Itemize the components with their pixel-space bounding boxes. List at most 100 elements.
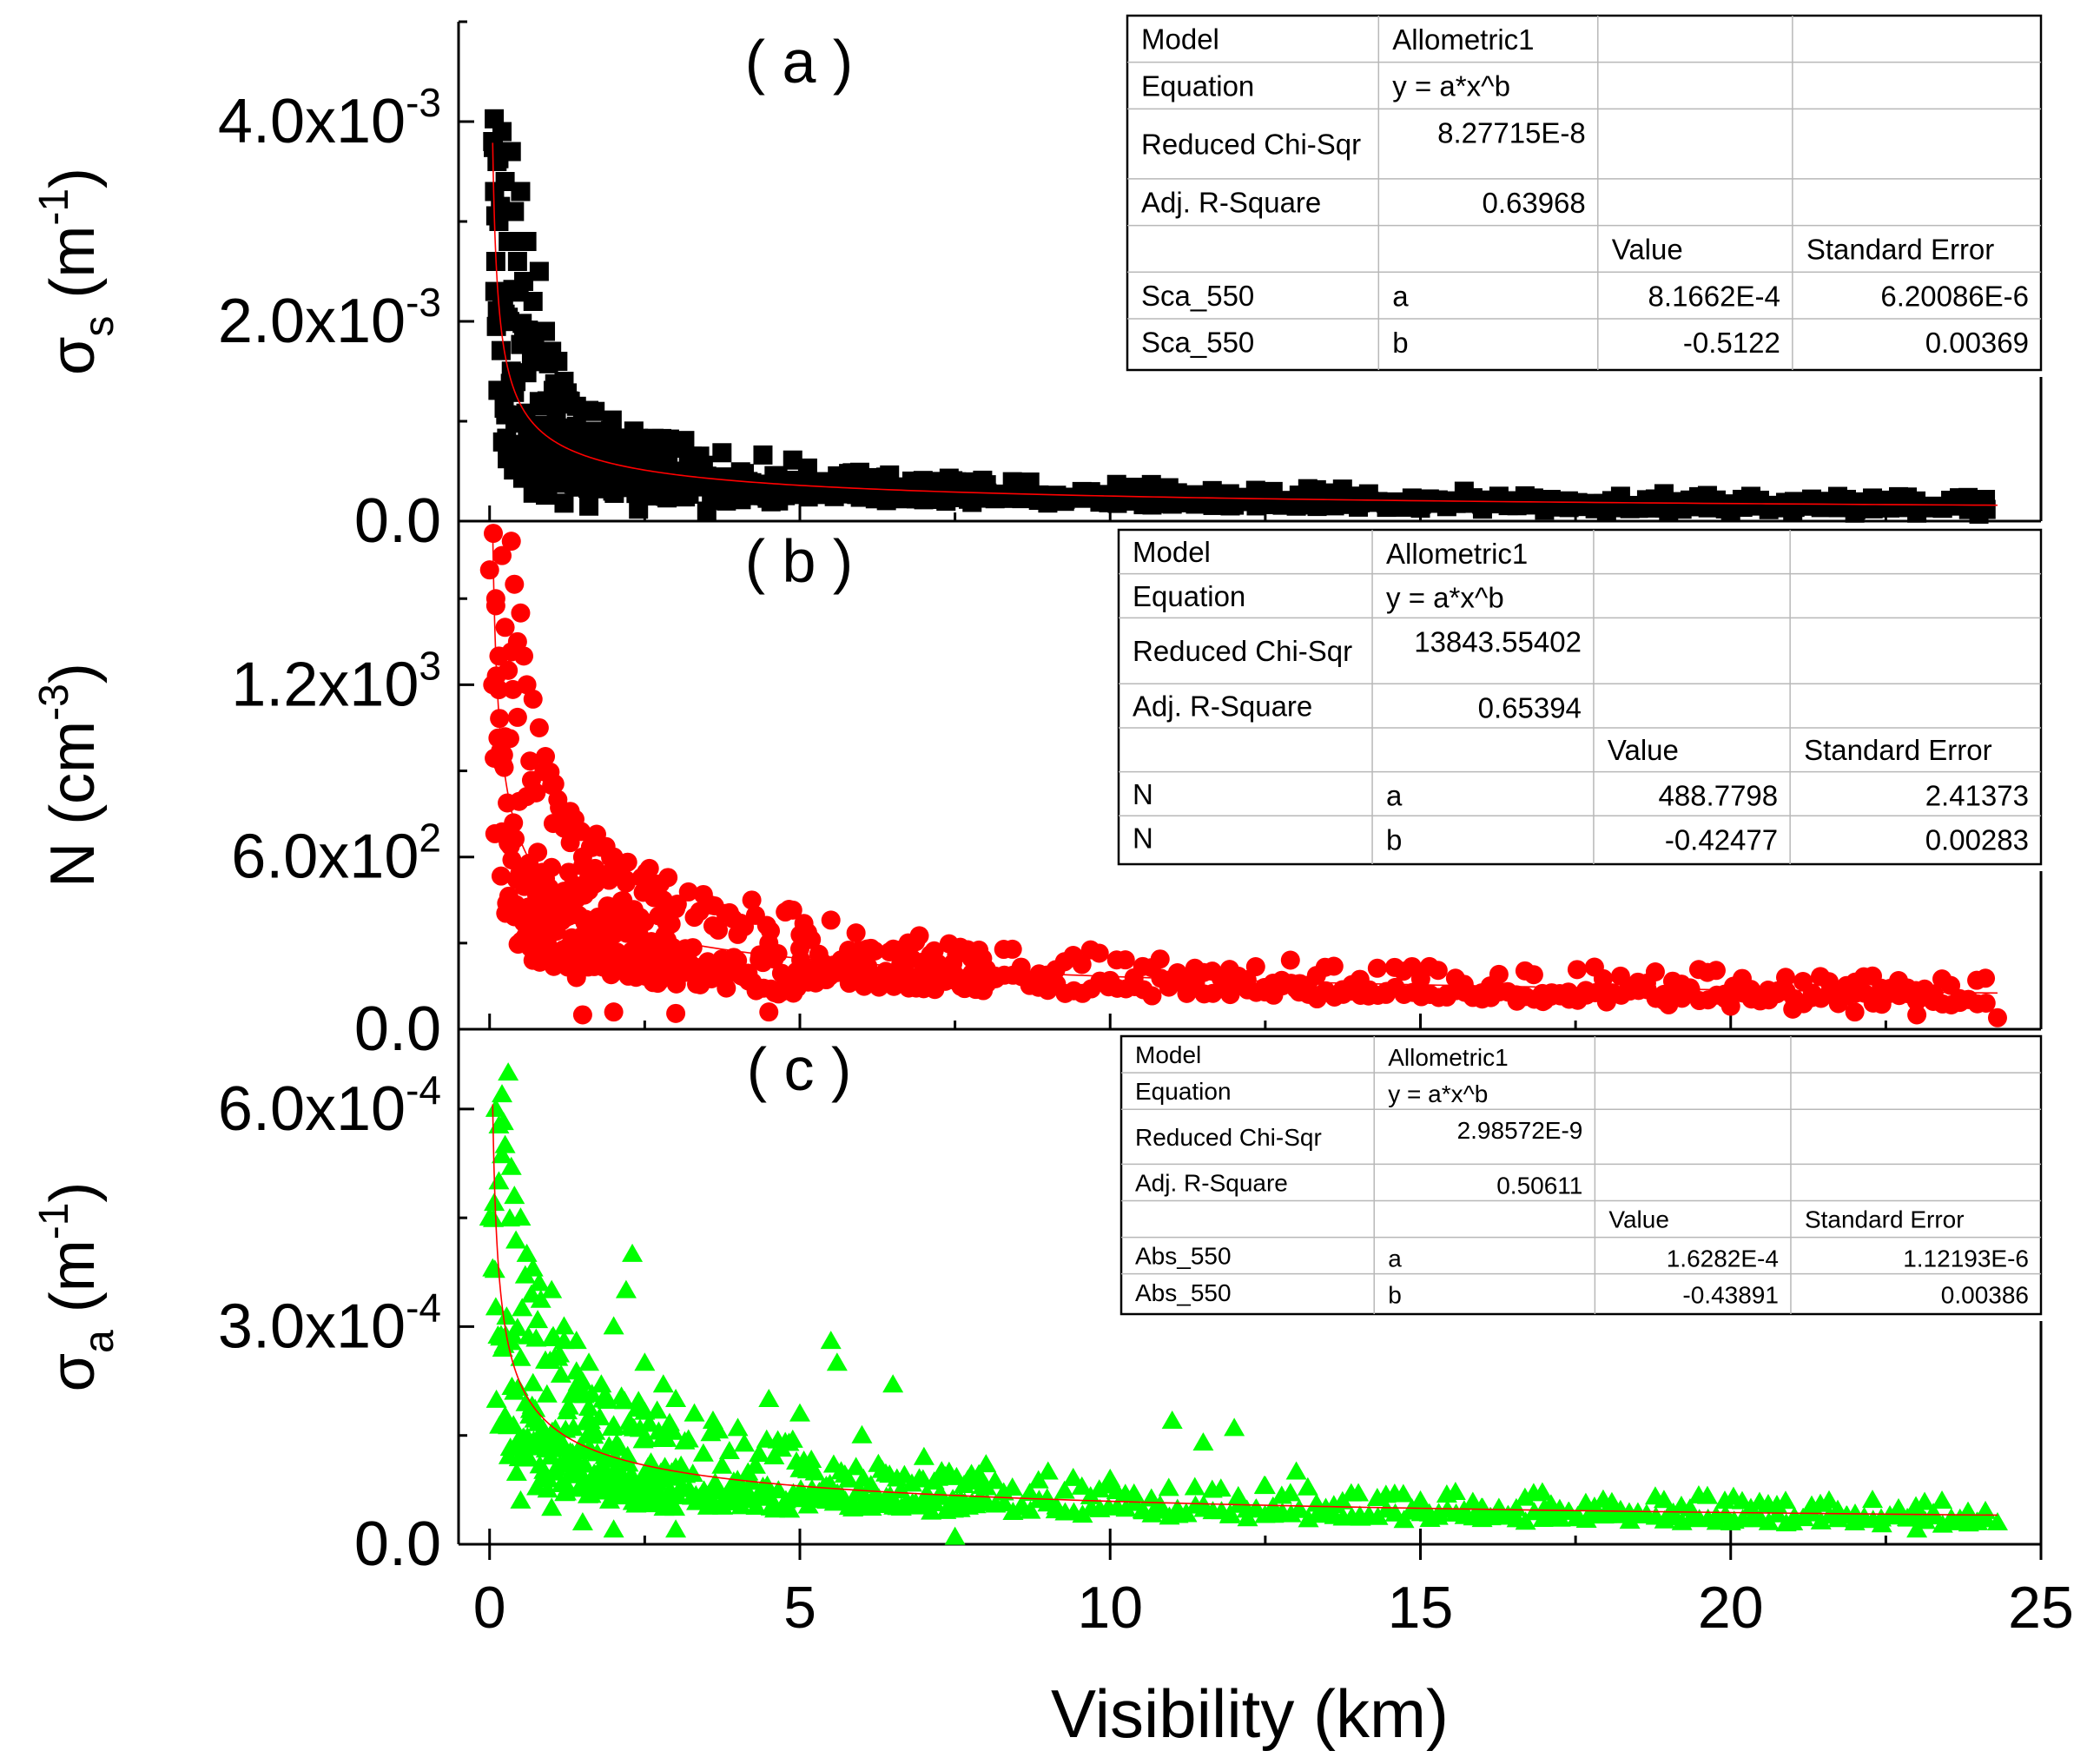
equation-value: y = a*x^b (1392, 70, 1510, 102)
data-point (944, 1526, 966, 1545)
param-name: Abs_550 (1135, 1243, 1232, 1270)
data-point (517, 232, 537, 251)
series-b (479, 524, 2007, 1027)
data-point (1392, 1483, 1414, 1503)
data-point (1601, 1491, 1622, 1510)
param-name: N (1133, 778, 1153, 810)
equation-value: y = a*x^b (1386, 582, 1504, 614)
param-value: -0.42477 (1665, 823, 1778, 856)
data-point (511, 182, 531, 202)
data-point (550, 1364, 571, 1383)
param-value: 1.6282E-4 (1667, 1245, 1779, 1272)
model-label: Model (1133, 536, 1211, 568)
data-point (1142, 986, 1162, 1006)
data-point (1976, 968, 1996, 988)
panel-label: ( c ) (747, 1035, 852, 1103)
data-point (525, 1328, 547, 1347)
data-point (492, 1145, 513, 1164)
data-point (1774, 1490, 1796, 1510)
data-point (549, 1344, 571, 1363)
data-point (558, 1396, 579, 1415)
data-point (727, 1470, 749, 1489)
data-point (578, 1397, 600, 1416)
data-point (1027, 1470, 1049, 1489)
y-tick-exponent: -4 (406, 1285, 441, 1330)
y-axis-label-text: N (cm-3) (31, 663, 108, 888)
y-label-main: σ (38, 1353, 108, 1391)
data-point (507, 252, 527, 271)
data-point (507, 707, 527, 727)
equation-label: Equation (1141, 69, 1254, 102)
data-point (665, 1519, 687, 1538)
data-point (749, 1444, 770, 1463)
y-tick-exponent: -3 (406, 280, 441, 325)
data-point (503, 1415, 525, 1434)
data-point (909, 926, 929, 946)
data-point (1115, 950, 1135, 970)
chisq-label: Reduced Chi-Sqr (1135, 1124, 1322, 1151)
table-frame (1126, 14, 2043, 372)
data-point (479, 560, 499, 580)
data-point (571, 1371, 593, 1390)
data-point (1062, 1467, 1084, 1486)
panel-label: ( a ) (745, 28, 853, 96)
data-point (523, 689, 543, 709)
data-point (525, 337, 545, 357)
param-value: -0.43891 (1682, 1282, 1779, 1309)
data-point (1645, 962, 1665, 982)
data-point (1210, 1478, 1232, 1497)
data-point (1340, 1483, 1362, 1502)
chisq-value: 2.98572E-9 (1457, 1117, 1583, 1144)
data-point (1224, 1417, 1245, 1437)
series-a (483, 109, 1996, 524)
model-label: Model (1141, 23, 1219, 56)
data-point (1019, 1483, 1040, 1502)
data-point (518, 320, 538, 340)
data-point (499, 1208, 520, 1227)
y-tick-label: 0.0 (354, 994, 441, 1064)
data-point (545, 774, 565, 794)
se-header: Standard Error (1804, 734, 1991, 766)
data-point (913, 1446, 935, 1465)
y-tick-exponent: 3 (419, 643, 441, 688)
data-point (692, 1443, 714, 1462)
data-point (501, 642, 521, 662)
data-point (503, 679, 523, 699)
data-point (851, 1424, 873, 1444)
data-point (505, 574, 525, 594)
x-tick-label: 0 (473, 1575, 506, 1641)
data-point (558, 957, 578, 977)
y-tick-mantissa: 6.0x10 (231, 823, 419, 892)
data-point (838, 1469, 860, 1488)
param-symbol: a (1388, 1245, 1402, 1272)
data-point (501, 532, 521, 552)
data-point (1975, 1509, 1997, 1528)
panel-c: 0.03.0x10-46.0x10-4σa (m-1)( c ) Model All… (31, 1029, 2043, 1579)
r2-label: Adj. R-Square (1133, 690, 1312, 723)
data-point (801, 1450, 822, 1469)
data-point (646, 1400, 668, 1419)
data-point (993, 1482, 1014, 1501)
param-se: 1.12193E-6 (1903, 1245, 2029, 1272)
model-value: Allometric1 (1386, 538, 1528, 570)
data-point (602, 410, 622, 430)
data-point (520, 751, 540, 771)
equation-label: Equation (1133, 580, 1245, 612)
y-label-exp: -3 (31, 684, 77, 721)
data-point (782, 1429, 803, 1448)
param-se: 6.20086E-6 (1880, 280, 2029, 312)
data-point (615, 1279, 637, 1298)
se-header: Standard Error (1805, 1206, 1965, 1233)
data-point (603, 1316, 624, 1335)
data-point (709, 920, 729, 940)
data-point (592, 1456, 614, 1475)
param-name: Sca_550 (1141, 280, 1254, 312)
data-point (500, 1156, 522, 1175)
chisq-value: 8.27715E-8 (1437, 116, 1586, 149)
y-label-close: ) (38, 168, 108, 188)
data-point (511, 603, 531, 623)
y-label-exp: -1 (31, 188, 77, 226)
data-point (489, 680, 509, 700)
data-point (779, 1499, 801, 1518)
